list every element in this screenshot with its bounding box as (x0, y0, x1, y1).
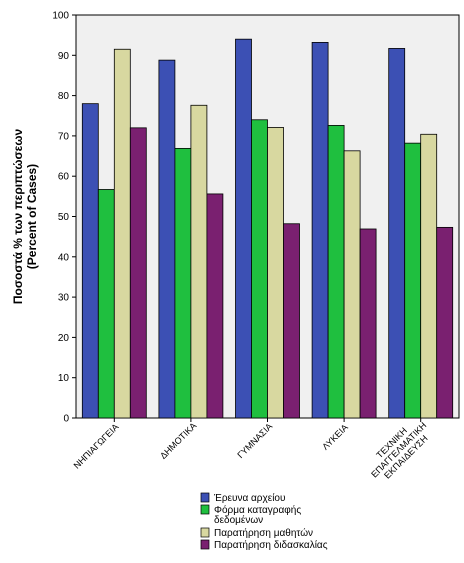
y-axis: 0 10 20 30 40 50 60 70 80 90 100 (52, 11, 76, 425)
bar (420, 133, 438, 419)
legend-swatch (200, 539, 210, 550)
bar (129, 127, 147, 419)
y-tick-label: 20 (58, 333, 70, 344)
bar (267, 127, 284, 419)
y-tick-label: 10 (58, 373, 70, 384)
x-tick-label-line: ΔΗΜΟΤΙΚΑ (158, 421, 198, 461)
x-tick-label: ΔΗΜΟΤΙΚΑ (158, 421, 198, 461)
x-tick-label-line: ΝΗΠΙΑΓΩΓΕΙΑ (72, 422, 121, 471)
x-axis: ΝΗΠΙΑΓΩΓΕΙΑ ΔΗΜΟΤΙΚΑ ΓΥΜΝΑΣΙΑ ΛΥΚΕΙΑ ΤΕΧΝΙΚΗ… (72, 413, 435, 486)
y-tick-label: 50 (58, 212, 70, 223)
bar (283, 223, 300, 419)
bar (327, 125, 345, 419)
legend-swatch (200, 504, 210, 515)
x-tick-label-line: ΓΥΜΝΑΣΙΑ (235, 421, 274, 460)
bar (404, 142, 422, 419)
x-tick-label: ΓΥΜΝΑΣΙΑ (235, 421, 274, 460)
legend-label: Έρευνα αρχείου (213, 492, 285, 504)
bar (359, 228, 377, 419)
bar (235, 38, 252, 419)
bar (81, 103, 99, 419)
bar (311, 42, 329, 419)
bar (97, 189, 115, 419)
x-tick-label: ΛΥΚΕΙΑ (320, 422, 350, 452)
legend-label: Φόρμα καταγραφής (214, 504, 301, 516)
y-tick-label: 30 (58, 293, 70, 304)
y-tick-label: 100 (52, 11, 69, 22)
legend-swatch (200, 527, 210, 538)
y-tick-label: 60 (58, 172, 70, 183)
x-tick-label: ΝΗΠΙΑΓΩΓΕΙΑ (72, 422, 121, 471)
legend-label: δεδομένων (214, 514, 263, 526)
legend-swatch (200, 492, 210, 503)
y-tick-label: 0 (63, 414, 69, 425)
bar (158, 59, 176, 419)
y-axis-title-line: (Percent of Cases) (25, 164, 39, 269)
legend-label: Παρατήρηση διδασκαλίας (214, 539, 328, 551)
bar (113, 48, 131, 419)
bar (174, 147, 192, 419)
x-tick-label-line: ΛΥΚΕΙΑ (320, 422, 350, 452)
y-axis-title-line: Ποσοστά % των περιπτώσεων (11, 129, 25, 305)
x-tick-label: ΤΕΧΝΙΚΗΕΠΑΓΓΕΛΜΑΤΙΚΗΕΚΠΑΙΔΕΥΣΗ (362, 413, 435, 486)
y-tick-label: 90 (58, 51, 70, 62)
y-tick-label: 70 (58, 131, 70, 142)
bar (190, 104, 208, 419)
bar (343, 150, 361, 419)
y-axis-label: Ποσοστά % των περιπτώσεων (Percent of Cas… (11, 129, 39, 305)
bar (388, 48, 406, 419)
legend-label: Παρατήρηση μαθητών (214, 527, 313, 539)
y-tick-label: 40 (58, 252, 70, 263)
y-tick-label: 80 (58, 91, 70, 102)
bar (251, 119, 268, 419)
bar (206, 193, 224, 419)
bar (436, 226, 454, 419)
bars (81, 38, 454, 419)
